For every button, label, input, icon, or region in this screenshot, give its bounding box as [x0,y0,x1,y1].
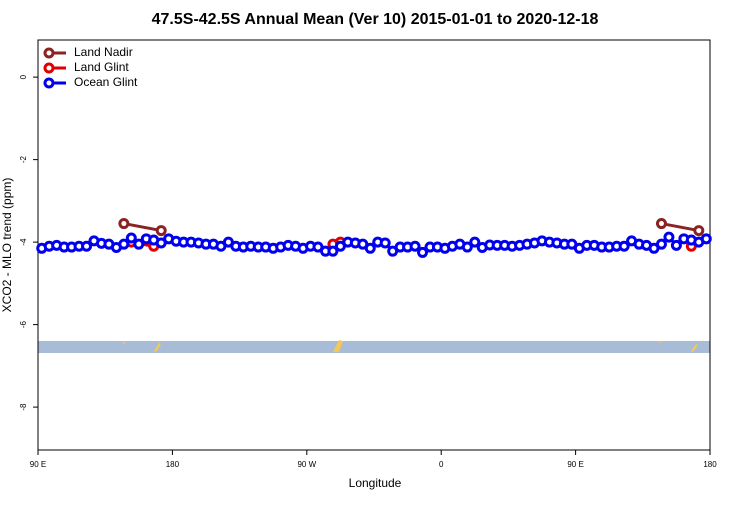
series-line [124,224,161,231]
chart-title: 47.5S-42.5S Annual Mean (Ver 10) 2015-01… [152,11,599,28]
legend-marker [45,49,53,57]
data-point [695,227,703,235]
y-tick-label: -6 [19,321,28,329]
data-point [702,235,710,243]
x-tick-label: 90 E [30,460,46,469]
legend-label: Land Nadir [74,45,133,59]
x-axis-label: Longitude [349,476,402,490]
land-mask [38,341,710,353]
y-axis-label: XCO2 - MLO trend (ppm) [0,178,14,313]
x-tick-label: 0 [439,460,444,469]
y-tick-label: 0 [19,74,28,79]
y-tick-label: -4 [19,238,28,246]
legend-label: Ocean Glint [74,75,138,89]
data-point [657,220,665,228]
series-line [661,224,698,231]
data-point [366,244,374,252]
data-point [127,234,135,242]
data-point [411,242,419,250]
x-tick-label: 180 [703,460,717,469]
data-point [120,240,128,248]
x-tick-label: 90 W [297,460,316,469]
x-tick-label: 180 [166,460,180,469]
legend-label: Land Glint [74,60,129,74]
y-tick-label: -2 [19,156,28,164]
legend-marker [45,64,53,72]
data-point [657,240,665,248]
legend-marker [45,79,53,87]
data-point [120,220,128,228]
x-tick-label: 90 E [567,460,583,469]
data-point [672,241,680,249]
data-point [665,233,673,241]
y-tick-label: -8 [19,403,28,411]
data-point [381,239,389,247]
data-point [157,227,165,235]
